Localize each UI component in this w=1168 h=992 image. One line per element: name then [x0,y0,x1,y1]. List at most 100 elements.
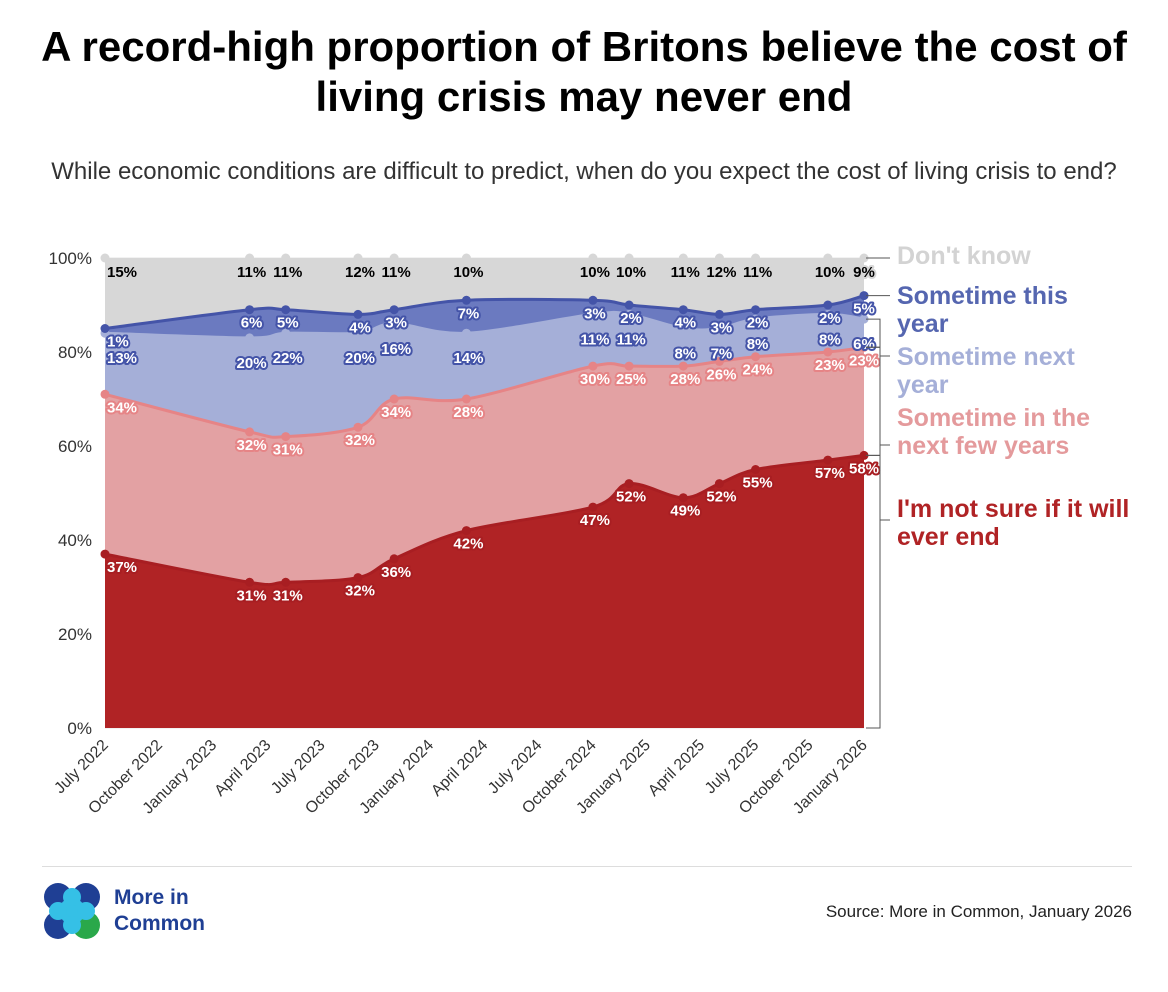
area-3 [105,295,864,338]
data-label: 11% [273,264,302,281]
area-2 [105,312,864,438]
data-point [353,253,363,263]
data-point [624,253,634,263]
data-label: 15% [107,264,137,281]
data-point [100,549,110,559]
data-label: 3% [385,315,407,332]
data-label: 24% [743,362,773,379]
data-label: 31% [237,587,267,604]
data-point [823,455,833,465]
data-point [461,328,471,338]
data-point [588,295,598,305]
data-point [624,309,634,319]
data-point [751,465,761,474]
data-point [389,554,399,564]
data-label: 34% [381,404,411,421]
data-label: 57% [815,465,845,482]
x-tick-label: April 2025 [645,737,708,800]
data-label: 32% [237,437,267,454]
data-label: 12% [345,264,375,281]
source-note: Source: More in Common, January 2026 [825,902,1132,921]
data-point [859,253,869,263]
data-point [245,427,255,437]
data-point [859,314,869,324]
data-label: 13% [107,350,137,367]
area-4 [105,258,864,329]
area-1 [105,347,864,585]
data-point [100,253,110,263]
data-label: 30% [580,371,610,388]
data-label: 23% [849,352,879,369]
y-tick-label: 0% [67,719,92,738]
data-label: 36% [381,564,411,581]
data-label: 20% [345,350,375,367]
y-tick-label: 60% [58,437,92,456]
data-point [588,502,598,512]
data-label: 11% [382,264,411,281]
data-label: 16% [381,341,411,358]
data-point [714,253,724,263]
data-point [714,309,724,319]
data-label: 8% [819,331,841,348]
data-point [859,450,869,460]
more-in-common-logo-icon [44,883,100,939]
chart-title: A record-high proportion of Britons beli… [41,23,1127,120]
x-tick-label: April 2023 [212,737,275,800]
data-point [823,300,833,310]
data-label: 3% [711,319,733,336]
data-label: 2% [819,310,841,327]
data-point [823,309,833,319]
legend-connector [866,454,890,729]
data-point [823,347,833,357]
y-tick-label: 20% [58,625,92,644]
data-label: 2% [747,315,769,332]
data-point [353,309,363,319]
data-point [714,479,724,489]
data-label: 7% [458,305,480,322]
data-label: 7% [711,346,733,363]
data-point [678,361,688,371]
data-point [751,253,761,263]
legend-next-few-years: Sometime in the next few years [897,404,1091,460]
data-label: 55% [743,475,773,492]
data-label: 26% [706,366,736,383]
y-tick-label: 40% [58,531,92,550]
logo-line1: More in [114,886,189,909]
data-label: 25% [616,371,646,388]
data-point [245,333,255,343]
data-point [461,394,471,404]
data-label: 5% [853,301,875,318]
data-point [245,577,255,587]
data-label: 8% [674,346,696,363]
footer-divider [42,866,1132,867]
data-label: 12% [706,264,736,281]
data-label: 47% [580,512,610,529]
data-point [461,295,471,305]
data-label: 31% [273,587,303,604]
data-point [461,253,471,263]
logo-text: More in Common [114,885,205,937]
data-point [281,432,291,442]
data-point [353,422,363,432]
legend-not-sure: I'm not sure if it will ever end [897,495,1130,551]
logo-line2: Common [114,912,205,935]
data-point [389,305,399,315]
data-point [245,305,255,315]
data-label: 9% [853,264,875,281]
data-point [714,356,724,366]
data-point [751,314,761,324]
data-label: 6% [853,336,875,353]
data-point [461,526,471,536]
data-point [389,319,399,329]
legend-dont-know: Don't know [897,242,1031,270]
data-point [353,573,363,583]
legend-this-year: Sometime this year [897,282,1068,338]
data-label: 1% [107,334,129,351]
data-label: 5% [277,315,299,332]
data-label: 34% [107,399,137,416]
x-tick-label: April 2024 [428,737,491,800]
data-label: 28% [453,404,483,421]
data-point [389,394,399,404]
